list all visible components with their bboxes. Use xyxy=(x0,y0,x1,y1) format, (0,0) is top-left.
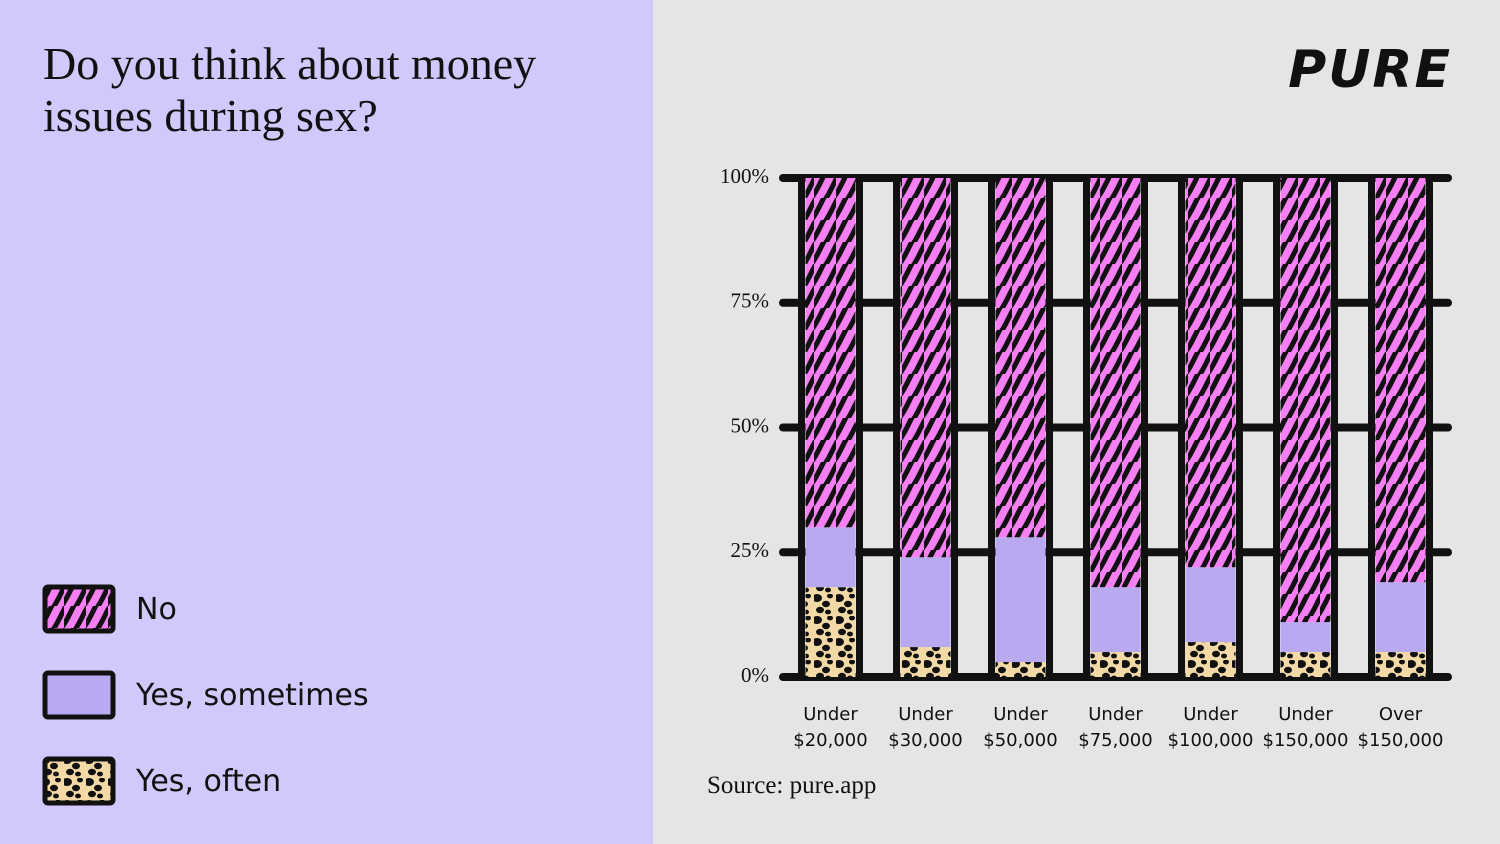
logo: PURE xyxy=(1288,40,1452,100)
y-tick-label: 100% xyxy=(720,164,769,188)
bar-segment xyxy=(1185,642,1236,677)
y-tick-label: 75% xyxy=(731,289,770,313)
bar-segment xyxy=(1280,178,1331,623)
bar-segment xyxy=(900,647,951,677)
bar-segment xyxy=(1375,582,1426,653)
x-tick-label: Under $100,000 xyxy=(1167,704,1254,751)
bar-segment xyxy=(995,662,1046,677)
legend-label: No xyxy=(136,591,177,627)
legend-item: Yes, often xyxy=(42,756,281,806)
legend-swatch xyxy=(42,670,116,720)
bar-segment xyxy=(1280,652,1331,677)
source: Source: pure.app xyxy=(707,772,877,799)
y-tick-label: 50% xyxy=(731,413,770,437)
bar-segment xyxy=(1185,178,1236,568)
legend-item: No xyxy=(42,584,177,634)
chart-title: Do you think about money issues during s… xyxy=(43,38,537,141)
bar-segment xyxy=(1375,652,1426,677)
bar-segment xyxy=(995,537,1046,663)
bar-segment xyxy=(900,557,951,648)
x-tick-label: Under $50,000 xyxy=(983,704,1058,751)
x-tick-label: Under $20,000 xyxy=(793,704,868,751)
x-tick-label: Under $30,000 xyxy=(888,704,963,751)
x-tick-label: Under $150,000 xyxy=(1262,704,1349,751)
x-tick-label: Over $150,000 xyxy=(1357,704,1444,751)
y-tick-label: 0% xyxy=(741,663,769,687)
legend-label: Yes, sometimes xyxy=(136,677,369,713)
x-tick-label: Under $75,000 xyxy=(1078,704,1153,751)
bar-segment xyxy=(1375,178,1426,583)
bar-segment xyxy=(1185,567,1236,643)
bar-segment xyxy=(1090,178,1141,588)
legend-swatch xyxy=(42,584,116,634)
legend-label: Yes, often xyxy=(136,763,282,799)
bar-segment xyxy=(995,178,1046,538)
legend-item: Yes, sometimes xyxy=(42,670,369,720)
legend-swatch xyxy=(42,756,116,806)
bar-segment xyxy=(805,527,856,588)
bar-segment xyxy=(805,178,856,528)
y-tick-label: 25% xyxy=(731,538,770,562)
bar-segment xyxy=(805,587,856,677)
bar-segment xyxy=(1090,587,1141,653)
bar-segment xyxy=(900,178,951,558)
bar-segment xyxy=(1090,652,1141,677)
bar-segment xyxy=(1280,622,1331,653)
